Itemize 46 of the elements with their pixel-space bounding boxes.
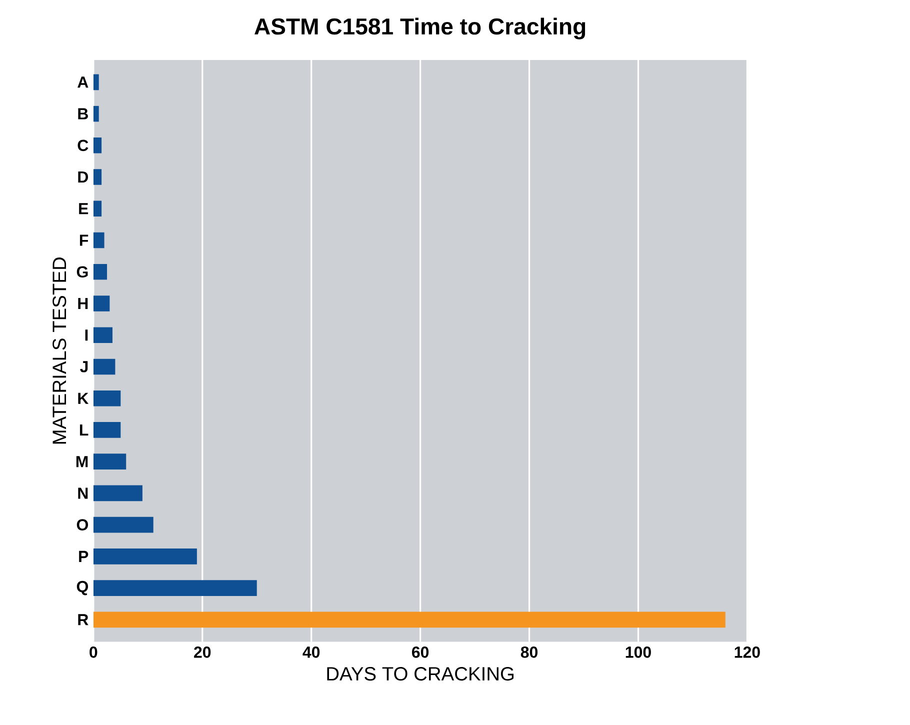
y-tick-label: O — [76, 519, 88, 531]
x-tick-label: 40 — [302, 646, 320, 658]
bar — [93, 296, 110, 312]
bar — [93, 422, 121, 438]
bar — [93, 517, 154, 533]
bar — [93, 548, 197, 565]
y-tick-label: E — [79, 203, 88, 214]
bar — [93, 454, 126, 470]
bar — [93, 486, 142, 502]
y-tick-label: A — [78, 76, 88, 88]
y-axis-title: MATERIALS TESTED — [52, 258, 66, 444]
bar — [93, 390, 121, 406]
chart-title: ASTM C1581 Time to Cracking — [254, 18, 586, 40]
y-tick-label: R — [78, 614, 88, 626]
bar — [93, 264, 108, 280]
y-tick-label: J — [80, 361, 88, 373]
bar — [93, 169, 102, 186]
y-tick-label: I — [85, 330, 88, 341]
bar — [93, 74, 99, 90]
y-tick-label: F — [80, 234, 88, 246]
bar — [93, 232, 104, 248]
y-tick-label: L — [80, 424, 88, 436]
x-tick-label: 120 — [734, 646, 760, 658]
y-tick-label: P — [79, 551, 88, 562]
bar — [93, 580, 257, 596]
bar — [93, 106, 99, 122]
y-tick-label: M — [76, 456, 88, 468]
x-tick-label: 60 — [412, 646, 429, 658]
bar — [93, 327, 112, 344]
y-tick-label: N — [78, 488, 88, 499]
y-tick-label: Q — [76, 581, 88, 596]
y-tick-label: B — [78, 108, 88, 120]
y-tick-label: C — [78, 140, 88, 152]
x-tick-label: 0 — [90, 646, 98, 658]
y-tick-label: G — [76, 266, 88, 278]
x-tick-label: 100 — [626, 646, 651, 658]
bar — [93, 138, 102, 154]
x-axis-title: DAYS TO CRACKING — [327, 667, 514, 681]
y-tick-label: K — [78, 393, 89, 404]
bar — [93, 359, 116, 375]
x-tick-label: 20 — [194, 646, 211, 658]
bar — [93, 612, 726, 628]
y-tick-label: D — [78, 172, 88, 183]
bar — [93, 200, 102, 217]
y-tick-label: H — [78, 298, 88, 310]
x-tick-label: 80 — [520, 646, 538, 658]
